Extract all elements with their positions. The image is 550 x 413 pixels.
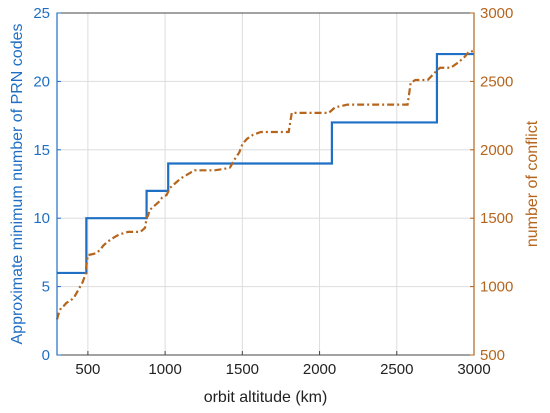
x-axis-label: orbit altitude (km) (204, 389, 328, 406)
series-layer (55, 50, 474, 320)
series-conflict-line (55, 50, 474, 320)
y-right-tick-label: 500 (480, 347, 505, 364)
axis-ticks: 500 1000 1500 2000 2500 3000 0 5 10 15 20 25 500 1000… (33, 5, 513, 378)
x-tick-label: 2000 (303, 361, 336, 378)
y-left-tick-label: 0 (42, 347, 50, 364)
y-right-tick-label: 3000 (480, 5, 513, 22)
y-axis-right-label: number of conflict (524, 120, 541, 247)
series-prn-codes-line (57, 52, 474, 275)
grid-lines (57, 13, 474, 355)
x-tick-label: 1500 (226, 361, 259, 378)
y-right-tick-label: 1000 (480, 279, 513, 296)
y-left-tick-label: 5 (42, 279, 50, 296)
plot-frame (56, 12, 475, 356)
y-left-tick-label: 15 (33, 142, 50, 159)
y-axis-left-label: Approximate minimum number of PRN codes (9, 23, 26, 344)
y-left-tick-label: 20 (33, 73, 50, 90)
y-right-tick-label: 2000 (480, 142, 513, 159)
y-left-tick-label: 25 (33, 5, 50, 22)
x-tick-label: 1000 (148, 361, 181, 378)
y-right-tick-label: 1500 (480, 210, 513, 227)
x-tick-label: 2500 (380, 361, 413, 378)
x-tick-label: 3000 (457, 361, 490, 378)
x-tick-label: 500 (75, 361, 100, 378)
y-left-tick-label: 10 (33, 210, 50, 227)
y-right-tick-label: 2500 (480, 73, 513, 90)
